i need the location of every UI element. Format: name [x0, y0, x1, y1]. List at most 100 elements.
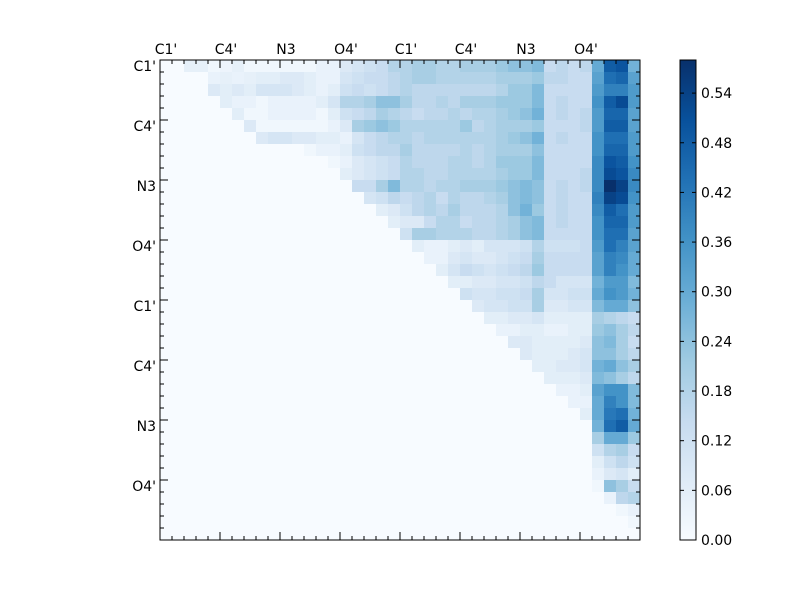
heatmap-cell: [424, 444, 437, 457]
heatmap-cell: [208, 348, 221, 361]
heatmap-cell: [532, 300, 545, 313]
heatmap-cell: [628, 420, 641, 433]
heatmap-cell: [460, 192, 473, 205]
heatmap-cell: [604, 516, 617, 529]
heatmap-cell: [376, 108, 389, 121]
heatmap-cell: [460, 432, 473, 445]
heatmap-cell: [496, 204, 509, 217]
heatmap-cell: [592, 240, 605, 253]
heatmap-cell: [256, 96, 269, 109]
heatmap-cell: [352, 132, 365, 145]
heatmap-cell: [400, 504, 413, 517]
heatmap-cell: [292, 396, 305, 409]
heatmap-cell: [172, 456, 185, 469]
heatmap-cell: [232, 504, 245, 517]
heatmap-cell: [316, 456, 329, 469]
heatmap-cell: [256, 120, 269, 133]
heatmap-cell: [244, 324, 257, 337]
heatmap-cell: [232, 156, 245, 169]
heatmap-cell: [160, 204, 173, 217]
heatmap-cell: [580, 492, 593, 505]
heatmap-cell: [184, 180, 197, 193]
heatmap-cell: [196, 132, 209, 145]
heatmap-cell: [280, 468, 293, 481]
heatmap-cell: [532, 216, 545, 229]
heatmap-cell: [184, 372, 197, 385]
heatmap-cell: [484, 480, 497, 493]
heatmap-cell: [172, 468, 185, 481]
heatmap-cell: [340, 432, 353, 445]
heatmap-cell: [280, 144, 293, 157]
heatmap-cell: [460, 492, 473, 505]
heatmap-cell: [568, 372, 581, 385]
heatmap-cell: [436, 528, 449, 541]
heatmap-cell: [448, 396, 461, 409]
heatmap-cell: [412, 276, 425, 289]
heatmap-cell: [472, 240, 485, 253]
heatmap-cell: [448, 252, 461, 265]
heatmap-cell: [304, 264, 317, 277]
heatmap-cell: [196, 348, 209, 361]
heatmap-cell: [400, 312, 413, 325]
heatmap-cell: [220, 348, 233, 361]
heatmap-cell: [484, 72, 497, 85]
heatmap-cell: [424, 156, 437, 169]
heatmap-cell: [616, 216, 629, 229]
heatmap-cell: [196, 60, 209, 73]
heatmap-cell: [172, 84, 185, 97]
heatmap-cell: [460, 288, 473, 301]
heatmap-cell: [604, 312, 617, 325]
heatmap-cell: [580, 60, 593, 73]
heatmap-cell: [196, 252, 209, 265]
heatmap-cell: [412, 252, 425, 265]
heatmap-cell: [460, 240, 473, 253]
heatmap-cell: [376, 384, 389, 397]
heatmap-cell: [328, 240, 341, 253]
heatmap-cell: [412, 444, 425, 457]
heatmap-cell: [496, 348, 509, 361]
heatmap-cell: [496, 408, 509, 421]
heatmap-cell: [508, 372, 521, 385]
heatmap-cell: [160, 228, 173, 241]
heatmap-cell: [520, 168, 533, 181]
heatmap-cell: [448, 228, 461, 241]
heatmap-cell: [508, 444, 521, 457]
heatmap-cell: [328, 492, 341, 505]
heatmap-cell: [172, 180, 185, 193]
heatmap-cell: [184, 456, 197, 469]
heatmap-cell: [208, 144, 221, 157]
heatmap-cell: [184, 432, 197, 445]
heatmap-cell: [604, 492, 617, 505]
heatmap-cell: [616, 360, 629, 373]
heatmap-cell: [364, 252, 377, 265]
heatmap-cell: [592, 204, 605, 217]
heatmap-cell: [208, 132, 221, 145]
heatmap-cell: [412, 108, 425, 121]
heatmap-cell: [424, 144, 437, 157]
heatmap-cell: [268, 108, 281, 121]
heatmap-cell: [616, 108, 629, 121]
heatmap-cell: [544, 72, 557, 85]
heatmap-cell: [448, 84, 461, 97]
heatmap-cell: [436, 408, 449, 421]
heatmap-cell: [208, 480, 221, 493]
heatmap-cell: [352, 240, 365, 253]
heatmap-cell: [604, 288, 617, 301]
heatmap-cell: [232, 84, 245, 97]
heatmap-cell: [616, 264, 629, 277]
heatmap-cell: [304, 108, 317, 121]
heatmap-cell: [568, 60, 581, 73]
heatmap-cell: [436, 312, 449, 325]
heatmap-cell: [268, 252, 281, 265]
heatmap-cell: [496, 456, 509, 469]
heatmap-cell: [352, 348, 365, 361]
heatmap-cell: [244, 132, 257, 145]
heatmap-cell: [496, 432, 509, 445]
heatmap-cell: [316, 504, 329, 517]
heatmap-cell: [364, 132, 377, 145]
heatmap-cell: [616, 336, 629, 349]
heatmap-cell: [292, 216, 305, 229]
heatmap-cell: [508, 348, 521, 361]
heatmap-cell: [196, 276, 209, 289]
heatmap-cell: [580, 252, 593, 265]
